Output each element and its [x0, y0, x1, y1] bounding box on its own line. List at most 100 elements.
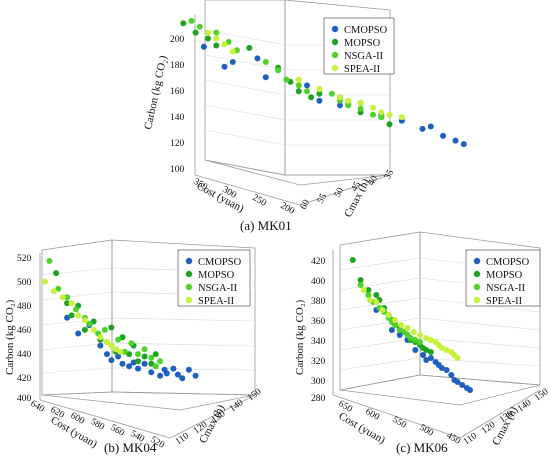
point-mopso — [308, 94, 315, 101]
point-nsga-ii — [121, 348, 128, 355]
point-mopso — [135, 358, 141, 365]
point-spea-ii — [59, 294, 66, 301]
y-axis-label: Carbon (kg CO₂) — [294, 299, 306, 375]
point-spea-ii — [205, 29, 211, 36]
point-cmopso — [157, 372, 164, 379]
point-mopso — [192, 29, 199, 36]
x-tick-label: 560 — [109, 423, 127, 439]
grid-lines — [339, 257, 541, 371]
point-spea-ii — [386, 111, 393, 118]
panel-mk04: 520 500 480 460 440 420 400 Carbon (kg C… — [4, 239, 264, 455]
y-tick-label: 520 — [17, 254, 32, 264]
y-tick-label: 400 — [311, 277, 326, 287]
point-cmopso — [108, 357, 115, 364]
legend-marker-mopso — [185, 270, 193, 278]
point-mopso — [213, 42, 220, 49]
z-tick-label: 50 — [333, 186, 346, 199]
point-cmopso — [460, 141, 467, 148]
point-spea-ii — [345, 97, 352, 104]
legend-marker-nsga — [331, 51, 339, 59]
legend-label-spea: SPEA-II — [198, 296, 235, 307]
legend-marker-nsga — [185, 283, 193, 291]
floor-plane — [339, 374, 541, 406]
legend-label-nsga: NSGA-II — [486, 283, 526, 294]
point-cmopso — [262, 74, 269, 81]
x-tick-label: 600 — [364, 407, 382, 423]
y-tick-label: 200 — [170, 35, 185, 45]
point-spea-ii — [423, 335, 430, 341]
legend-label-spea: SPEA-II — [344, 64, 381, 75]
point-spea-ii — [90, 326, 97, 333]
point-nsga-ii — [392, 322, 398, 328]
point-cmopso — [427, 355, 434, 361]
legend-label-cmopso: CMOPSO — [344, 25, 388, 36]
point-cmopso — [135, 365, 141, 372]
point-mopso — [68, 312, 75, 319]
point-mopso — [373, 292, 380, 298]
point-nsga-ii — [101, 326, 108, 333]
point-mopso — [316, 90, 323, 97]
x-tick-label: 580 — [89, 417, 107, 433]
y-tick-label: 160 — [170, 87, 185, 97]
point-nsga-ii — [55, 285, 62, 292]
point-cmopso — [440, 132, 447, 139]
point-cmopso — [396, 332, 403, 338]
point-spea-ii — [398, 114, 405, 121]
point-cmopso — [423, 357, 430, 363]
point-nsga-ii — [213, 29, 220, 36]
point-nsga-ii — [148, 354, 155, 361]
y-tick-label: 120 — [170, 139, 185, 149]
point-nsga-ii — [365, 292, 372, 298]
y-tick-label: 420 — [311, 257, 326, 267]
point-cmopso — [192, 372, 199, 379]
point-cmopso — [388, 327, 395, 333]
x-axis-line — [194, 174, 301, 206]
legend-marker-spea — [473, 296, 481, 304]
point-cmopso — [97, 342, 104, 349]
legend-marker-mopso — [331, 38, 339, 46]
panel-mk01: 200 180 160 140 120 100 Carbon (kg CO₂) … — [142, 0, 467, 233]
legend-marker-cmopso — [185, 257, 193, 265]
legend-marker-spea — [185, 296, 193, 304]
point-cmopso — [454, 379, 461, 385]
y-tick-label: 420 — [17, 374, 32, 384]
point-cmopso — [316, 97, 323, 104]
caption-mk06: (c) MK06 — [396, 440, 448, 455]
point-cmopso — [126, 363, 133, 370]
point-mopso — [365, 287, 372, 293]
y-tick-label: 280 — [311, 394, 326, 404]
z-axis-line — [299, 174, 391, 206]
legend-label-cmopso: CMOPSO — [486, 257, 530, 268]
point-nsga-ii — [357, 105, 364, 112]
point-cmopso — [64, 314, 71, 321]
point-cmopso — [179, 375, 186, 382]
point-nsga-ii — [370, 111, 376, 118]
point-spea-ii — [117, 348, 124, 355]
point-cmopso — [229, 59, 236, 65]
point-nsga-ii — [417, 339, 423, 345]
point-spea-ii — [360, 287, 367, 293]
point-spea-ii — [410, 329, 417, 335]
point-cmopso — [104, 351, 110, 358]
legend: CMOPSO MOPSO NSGA-II SPEA-II — [177, 249, 251, 307]
point-cmopso — [170, 365, 177, 372]
point-spea-ii — [112, 346, 119, 353]
point-spea-ii — [367, 297, 373, 303]
point-spea-ii — [398, 322, 405, 328]
x-axis-line — [39, 399, 171, 439]
point-nsga-ii — [378, 114, 385, 121]
scatter-points — [180, 17, 467, 148]
point-nsga-ii — [262, 59, 269, 65]
point-nsga-ii — [407, 335, 414, 341]
point-mopso — [246, 44, 253, 51]
point-mopso — [90, 318, 97, 325]
point-spea-ii — [42, 278, 48, 285]
point-nsga-ii — [152, 363, 159, 370]
point-spea-ii — [108, 342, 115, 349]
point-mopso — [53, 270, 60, 277]
point-cmopso — [200, 43, 207, 50]
point-spea-ii — [438, 345, 445, 351]
point-cmopso — [443, 367, 450, 373]
point-spea-ii — [370, 104, 376, 111]
